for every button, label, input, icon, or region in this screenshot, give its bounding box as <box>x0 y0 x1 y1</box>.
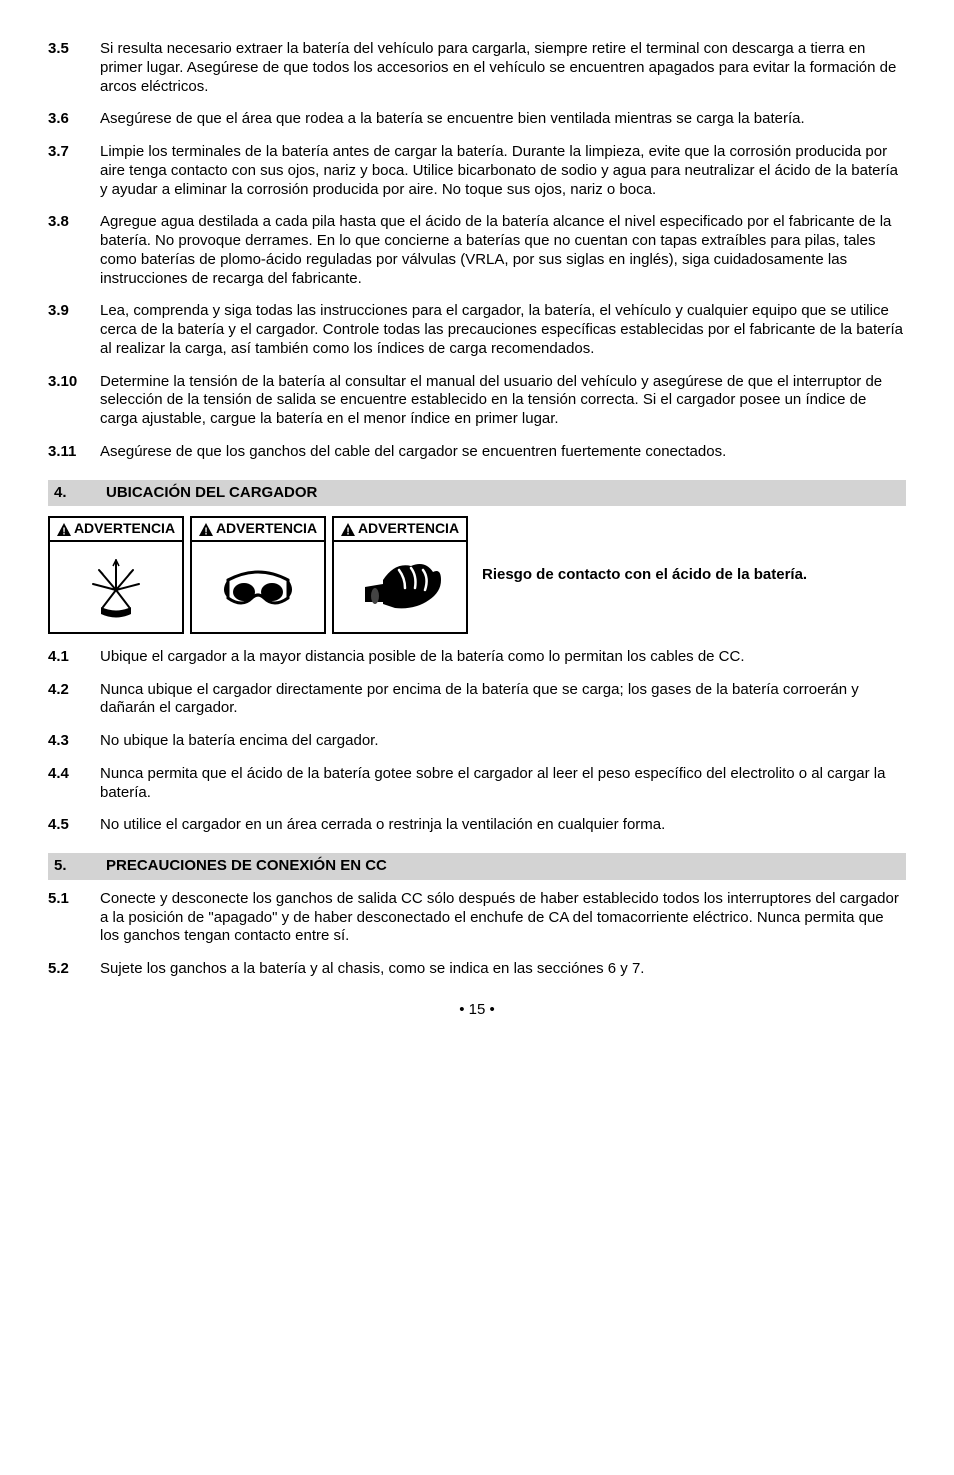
sec3-item-num: 3.6 <box>48 110 100 129</box>
sec4-item-num: 4.5 <box>48 816 100 835</box>
warning-triangle-icon: ! <box>57 523 71 536</box>
glove-icon <box>334 542 466 632</box>
warning-triangle-icon: ! <box>199 523 213 536</box>
risk-text: Riesgo de contacto con el ácido de la ba… <box>474 566 906 585</box>
sec3-item-text: Lea, comprenda y siga todas las instrucc… <box>100 302 906 358</box>
svg-text:!: ! <box>204 526 207 536</box>
sec3-item-text: Determine la tensión de la batería al co… <box>100 373 906 429</box>
sec3-item-num: 3.10 <box>48 373 100 429</box>
sec4-item-text: No utilice el cargador en un área cerrad… <box>100 816 906 835</box>
sec4-item-text: No ubique la batería encima del cargador… <box>100 732 906 751</box>
sec4-item: 4.3No ubique la batería encima del carga… <box>48 732 906 751</box>
warning-label: ! ADVERTENCIA <box>334 518 466 542</box>
sec3-item-text: Asegúrese de que los ganchos del cable d… <box>100 443 906 462</box>
sec4-item-num: 4.1 <box>48 648 100 667</box>
warning-row: ! ADVERTENCIA ! ADVERTENCIA <box>48 516 906 634</box>
section-5-title: PRECAUCIONES DE CONEXIÓN EN CC <box>106 857 387 876</box>
section-5-num: 5. <box>54 857 106 876</box>
warning-triangle-icon: ! <box>341 523 355 536</box>
sec5-item-text: Conecte y desconecte los ganchos de sali… <box>100 890 906 946</box>
sec5-item-num: 5.1 <box>48 890 100 946</box>
sec4-item: 4.4Nunca permita que el ácido de la bate… <box>48 765 906 803</box>
sec4-item: 4.5No utilice el cargador en un área cer… <box>48 816 906 835</box>
sec3-item-text: Limpie los terminales de la batería ante… <box>100 143 906 199</box>
svg-text:!: ! <box>346 526 349 536</box>
explosion-icon <box>50 542 182 632</box>
sec3-item: 3.5Si resulta necesario extraer la bater… <box>48 40 906 96</box>
sec3-item: 3.10Determine la tensión de la batería a… <box>48 373 906 429</box>
sec4-item: 4.2Nunca ubique el cargador directamente… <box>48 681 906 719</box>
sec3-item-num: 3.8 <box>48 213 100 288</box>
section-4-num: 4. <box>54 484 106 503</box>
sec4-item-text: Nunca permita que el ácido de la batería… <box>100 765 906 803</box>
warning-box-explosion: ! ADVERTENCIA <box>48 516 184 634</box>
svg-text:!: ! <box>62 526 65 536</box>
section-4-header: 4. UBICACIÓN DEL CARGADOR <box>48 480 906 507</box>
section-4-title: UBICACIÓN DEL CARGADOR <box>106 484 317 503</box>
sec3-item-num: 3.7 <box>48 143 100 199</box>
sec3-item: 3.9Lea, comprenda y siga todas las instr… <box>48 302 906 358</box>
sec5-item-text: Sujete los ganchos a la batería y al cha… <box>100 960 906 979</box>
sec5-item-num: 5.2 <box>48 960 100 979</box>
sec4-item-text: Nunca ubique el cargador directamente po… <box>100 681 906 719</box>
sec3-item: 3.11Asegúrese de que los ganchos del cab… <box>48 443 906 462</box>
sec5-item: 5.2Sujete los ganchos a la batería y al … <box>48 960 906 979</box>
sec4-item: 4.1Ubique el cargador a la mayor distanc… <box>48 648 906 667</box>
sec3-item-text: Si resulta necesario extraer la batería … <box>100 40 906 96</box>
sec3-item-num: 3.9 <box>48 302 100 358</box>
sec3-item-num: 3.5 <box>48 40 100 96</box>
warning-label: ! ADVERTENCIA <box>192 518 324 542</box>
sec3-item-num: 3.11 <box>48 443 100 462</box>
sec4-item-num: 4.2 <box>48 681 100 719</box>
sec3-item: 3.6Asegúrese de que el área que rodea a … <box>48 110 906 129</box>
sec4-item-num: 4.3 <box>48 732 100 751</box>
section-5-header: 5. PRECAUCIONES DE CONEXIÓN EN CC <box>48 853 906 880</box>
warning-label: ! ADVERTENCIA <box>50 518 182 542</box>
warning-box-glove: ! ADVERTENCIA <box>332 516 468 634</box>
goggles-icon <box>192 542 324 632</box>
sec4-item-num: 4.4 <box>48 765 100 803</box>
sec3-item: 3.8Agregue agua destilada a cada pila ha… <box>48 213 906 288</box>
sec3-item-text: Asegúrese de que el área que rodea a la … <box>100 110 906 129</box>
page-number: • 15 • <box>48 1001 906 1020</box>
sec3-item: 3.7Limpie los terminales de la batería a… <box>48 143 906 199</box>
sec5-item: 5.1Conecte y desconecte los ganchos de s… <box>48 890 906 946</box>
warning-box-goggles: ! ADVERTENCIA <box>190 516 326 634</box>
sec4-item-text: Ubique el cargador a la mayor distancia … <box>100 648 906 667</box>
sec3-item-text: Agregue agua destilada a cada pila hasta… <box>100 213 906 288</box>
